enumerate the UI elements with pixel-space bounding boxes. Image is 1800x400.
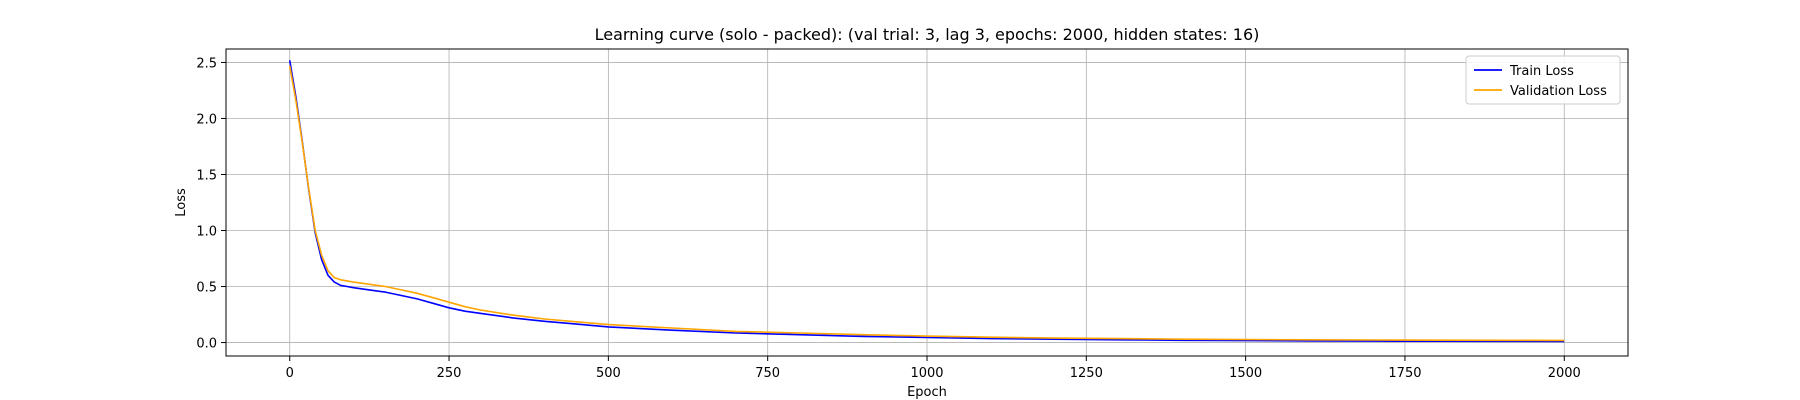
- tick-layer: 0 250 500 750 1000 1250 1500 1750 2000 0.0 0.5 1.0 1…: [196, 56, 1581, 381]
- y-tick-label: 2.5: [196, 56, 217, 71]
- chart-title: Learning curve (solo - packed): (val tri…: [595, 25, 1260, 44]
- x-tick-label: 750: [755, 366, 780, 381]
- x-tick-label: 1500: [1229, 366, 1262, 381]
- y-tick-label: 2.0: [196, 112, 217, 127]
- x-tick-label: 1250: [1070, 366, 1103, 381]
- y-tick-label: 0.0: [196, 337, 217, 352]
- x-tick-label: 1000: [910, 366, 943, 381]
- legend-label: Train Loss: [1509, 64, 1574, 79]
- y-tick-label: 1.5: [196, 168, 217, 183]
- x-tick-label: 1750: [1388, 366, 1421, 381]
- legend-label: Validation Loss: [1510, 84, 1607, 99]
- x-tick-label: 0: [286, 366, 294, 381]
- x-tick-label: 2000: [1548, 366, 1581, 381]
- legend-box: [1465, 55, 1621, 105]
- legend: Train Loss Validation Loss: [1465, 55, 1621, 105]
- x-tick-label: 500: [596, 366, 621, 381]
- series-line-validation-loss: [288, 65, 1565, 342]
- y-tick-label: 0.5: [196, 281, 217, 296]
- y-axis-label: Loss: [174, 188, 189, 217]
- y-tick-label: 1.0: [196, 225, 217, 240]
- x-tick-label: 250: [437, 366, 462, 381]
- series-line-train-loss: [288, 60, 1565, 343]
- series-layer: [288, 60, 1565, 343]
- x-axis-label: Epoch: [907, 385, 947, 400]
